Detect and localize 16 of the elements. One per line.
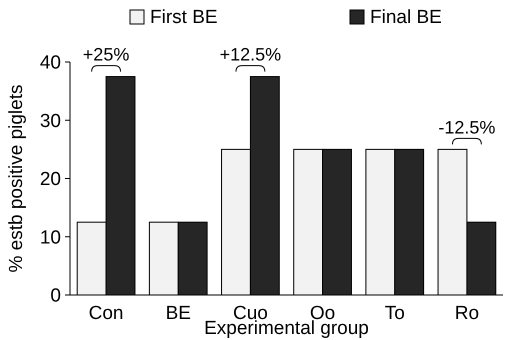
annotation: +25% <box>82 44 130 65</box>
annotation: +12.5% <box>220 44 282 65</box>
y-tick-label: 30 <box>40 110 61 132</box>
x-axis-title: Experimental group <box>204 318 369 339</box>
y-axis-title: % estb positive piglets <box>6 84 27 272</box>
y-tick-label: 10 <box>40 227 61 248</box>
legend-label: Final BE <box>370 7 442 28</box>
legend-label: First BE <box>150 7 218 28</box>
x-tick-label: BE <box>166 303 191 324</box>
x-tick-label: Ro <box>454 303 480 324</box>
x-tick-label: To <box>384 303 405 324</box>
y-tick-label: 40 <box>40 52 61 74</box>
x-tick-label: Con <box>88 303 124 324</box>
y-tick-label: 20 <box>40 169 61 190</box>
annotation: -12.5% <box>438 117 496 138</box>
y-tick-label: 0 <box>50 286 61 307</box>
